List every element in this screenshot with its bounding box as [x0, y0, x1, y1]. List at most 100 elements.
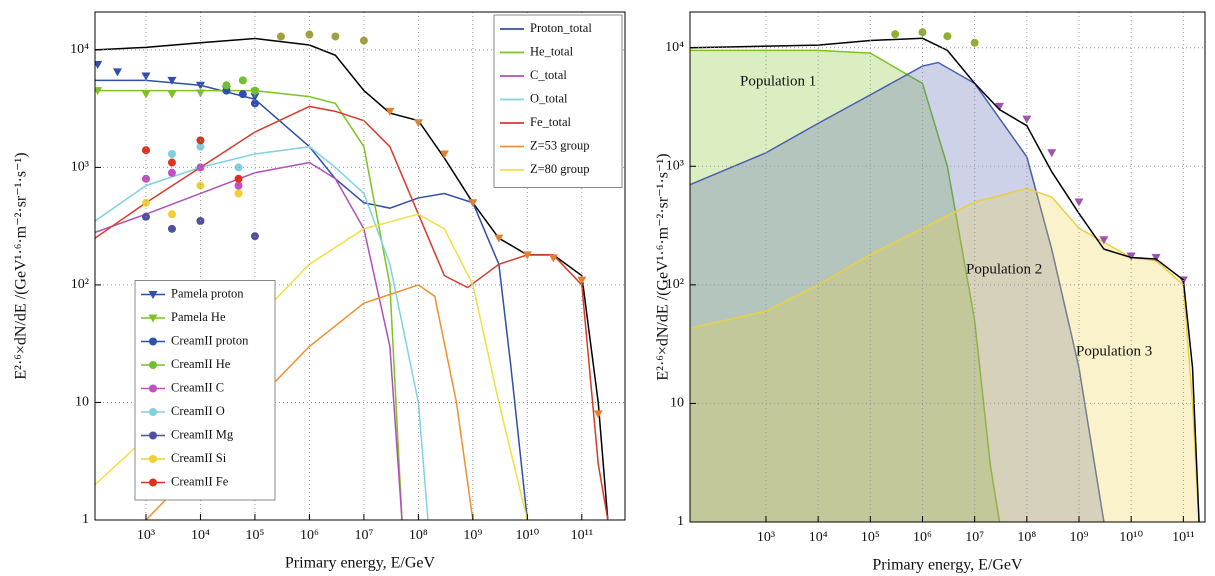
x-tick-label: 10⁶ [300, 528, 319, 543]
x-tick-label: 10⁷ [965, 530, 984, 545]
marker [234, 163, 243, 172]
marker [891, 30, 900, 39]
marker [522, 251, 532, 260]
marker [276, 32, 285, 41]
marker [995, 102, 1005, 111]
marker [167, 158, 176, 167]
line [690, 37, 1200, 522]
marker [196, 163, 205, 172]
marker [167, 76, 177, 85]
x-tick-label: 10⁹ [1070, 530, 1089, 545]
annotation: Population 1 [740, 73, 816, 89]
legend-label: CreamII O [171, 404, 225, 418]
line [95, 79, 529, 520]
marker [331, 32, 340, 41]
marker [1022, 115, 1032, 124]
y-tick-label: 1 [82, 512, 89, 527]
legend-label: CreamII Fe [171, 474, 229, 488]
x-tick-label: 10¹¹ [571, 528, 593, 543]
legend-label: Pamela He [171, 310, 226, 324]
plot: 10³ 10⁴ 10⁵ 10⁶ 10⁷ 10⁸ 10⁹ 10¹⁰ 10¹¹ 1 10 10² 10³ 10… [655, 11, 1206, 574]
legend-box [493, 14, 623, 188]
marker [238, 76, 247, 85]
legend-label: O_total [530, 91, 568, 105]
y-tick-label: 10² [666, 277, 684, 292]
legend-label: CreamII Mg [171, 427, 234, 441]
legend-marker [148, 314, 158, 323]
legend-box [134, 280, 276, 501]
marker [238, 90, 247, 99]
marker [970, 38, 979, 47]
marker [1099, 236, 1109, 245]
y-tick-label: 1 [677, 514, 684, 529]
legend-label: CreamII He [171, 357, 231, 371]
marker [195, 89, 205, 98]
line [95, 89, 403, 520]
legend-marker [149, 408, 157, 416]
marker [167, 210, 176, 219]
marker [385, 107, 395, 116]
marker [250, 99, 259, 108]
legend-marker [149, 431, 157, 440]
legend-marker [149, 384, 157, 393]
y-axis-label: E²·⁶×dN/dE /(GeV¹·⁶·m⁻²·sr⁻¹·s⁻¹) [13, 152, 30, 379]
y-tick-label: 10³ [666, 158, 684, 173]
marker [1047, 149, 1057, 158]
legend-label: Pamela proton [171, 286, 244, 300]
area-edge [690, 61, 1105, 522]
area-edge [690, 49, 1001, 522]
x-tick-label: 10⁸ [409, 528, 428, 543]
marker [167, 168, 176, 177]
x-axis-label: Primary energy, E/GeV [872, 557, 1023, 574]
legend-label: C_total [530, 68, 567, 82]
frame [689, 11, 1206, 523]
marker [141, 146, 150, 155]
legend-label: Proton_total [530, 21, 592, 35]
y-tick-label: 10 [670, 396, 684, 411]
marker [222, 81, 231, 90]
marker [167, 224, 176, 233]
marker [167, 150, 176, 159]
legend-label: Fe_total [530, 115, 571, 129]
x-tick-label: 10¹⁰ [1119, 530, 1143, 545]
marker [413, 119, 423, 128]
marker [234, 181, 243, 190]
marker [141, 174, 150, 183]
marker [439, 150, 449, 159]
y-tick-label: 10³ [71, 160, 89, 175]
legend-marker [149, 455, 157, 463]
marker [1151, 254, 1161, 263]
x-tick-label: 10¹¹ [1172, 530, 1194, 545]
plot: 10³ 10⁴ 10⁵ 10⁶ 10⁷ 10⁸ 10⁹ 10¹⁰ 10¹¹ 1 10 10² 10³ 10… [13, 11, 626, 572]
x-axis-label: Primary energy, E/GeV [285, 555, 436, 572]
marker [1074, 198, 1084, 207]
legend-label: He_total [530, 44, 574, 58]
x-tick-label: 10³ [137, 528, 155, 543]
legend-marker [149, 361, 157, 369]
marker [167, 90, 177, 99]
x-tick-label: 10¹⁰ [515, 528, 539, 543]
legend-marker [149, 337, 157, 346]
y-tick-label: 10² [71, 277, 89, 292]
marker [141, 198, 150, 207]
marker [943, 32, 952, 41]
legend-label: CreamII Si [171, 451, 227, 465]
marker [95, 87, 103, 96]
x-tick-label: 10⁸ [1017, 530, 1036, 545]
area-edge [690, 187, 1200, 522]
frame [94, 11, 626, 521]
marker [250, 86, 259, 95]
legend-label: Z=80 group [530, 162, 589, 176]
marker [494, 234, 504, 243]
y-tick-label: 10 [75, 395, 89, 410]
annotation: Population 3 [1076, 343, 1152, 359]
y-axis-label: E²·⁶×dN/dE /(GeV¹·⁶·m⁻²·sr⁻¹·s⁻¹) [655, 153, 672, 380]
marker [250, 93, 260, 102]
x-tick-label: 10⁶ [913, 530, 932, 545]
x-tick-label: 10³ [757, 530, 775, 545]
x-tick-label: 10⁴ [809, 530, 828, 545]
legend-label: Z=53 group [530, 138, 589, 152]
marker [195, 81, 205, 90]
legend-label: CreamII proton [171, 333, 249, 347]
